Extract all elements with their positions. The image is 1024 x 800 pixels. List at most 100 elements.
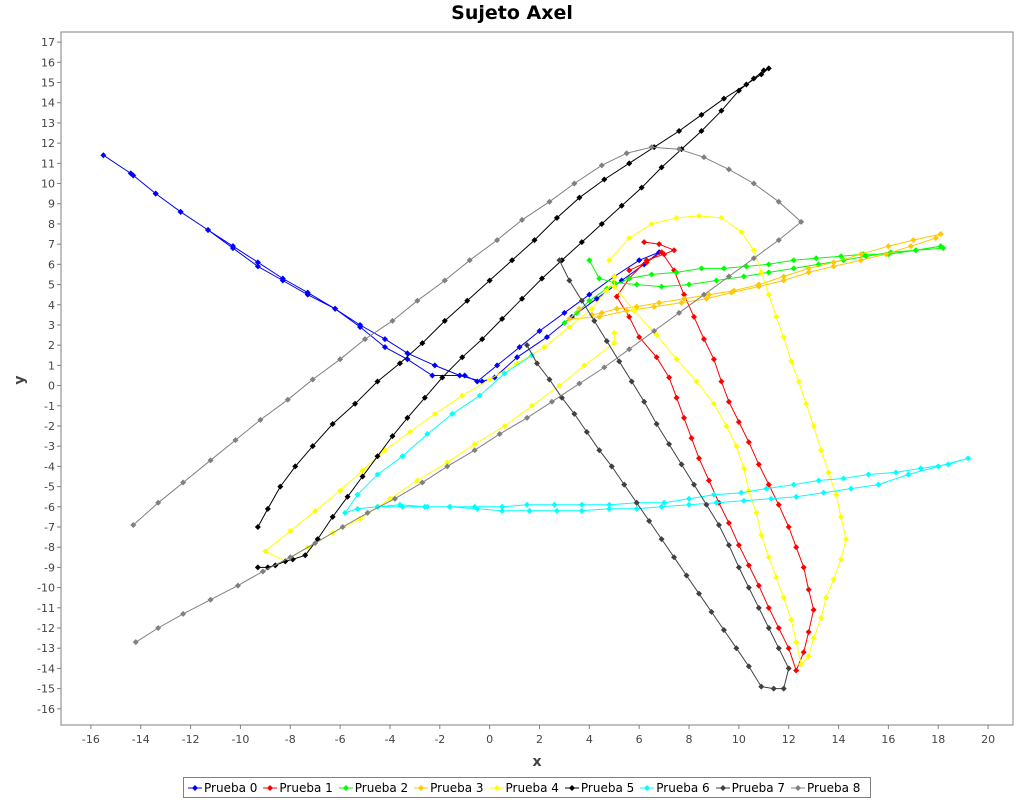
data-point	[738, 229, 745, 236]
data-point	[424, 431, 431, 438]
data-point	[658, 503, 665, 510]
data-point	[710, 356, 717, 363]
data-point	[648, 271, 655, 278]
data-point	[596, 275, 603, 282]
data-point	[830, 576, 837, 583]
x-axis-title: x	[532, 754, 541, 770]
data-point	[780, 277, 787, 284]
data-point	[681, 291, 688, 298]
chart-title: Sujeto Axel	[451, 2, 573, 24]
data-point	[561, 319, 568, 326]
data-point	[621, 481, 628, 488]
data-point	[631, 307, 638, 314]
y-tick-label: -8	[44, 541, 55, 554]
data-point	[633, 303, 640, 310]
data-point	[945, 461, 952, 468]
y-tick-label: 5	[48, 279, 55, 292]
data-point	[374, 453, 381, 460]
data-point	[578, 501, 585, 508]
y-tick-label: 17	[41, 36, 55, 49]
data-point	[132, 639, 139, 646]
data-point	[793, 667, 800, 674]
data-point	[671, 554, 678, 561]
data-point	[755, 582, 762, 589]
data-point	[598, 309, 605, 316]
data-point	[700, 336, 707, 343]
legend-swatch	[414, 784, 429, 791]
data-point	[404, 414, 411, 421]
data-point	[673, 394, 680, 401]
legend-label: Prueba 1	[279, 780, 333, 795]
data-point	[733, 443, 740, 450]
y-tick-label: 11	[41, 157, 55, 170]
data-point	[234, 582, 241, 589]
data-point	[152, 190, 159, 197]
data-point	[444, 463, 451, 470]
y-tick-label: -7	[44, 521, 55, 534]
data-point	[755, 461, 762, 468]
y-tick-label: 13	[41, 117, 55, 130]
data-point	[524, 414, 531, 421]
data-point	[723, 422, 730, 429]
data-point	[588, 311, 595, 318]
data-point	[180, 479, 187, 486]
data-point	[755, 281, 762, 288]
series-3	[566, 231, 944, 322]
data-point	[573, 309, 580, 316]
data-point	[471, 447, 478, 454]
data-point	[352, 400, 359, 407]
data-point	[691, 313, 698, 320]
data-point	[302, 552, 309, 559]
data-point	[765, 554, 772, 561]
data-point	[805, 265, 812, 272]
data-point	[940, 245, 947, 252]
data-point	[753, 509, 760, 516]
legend-item: Prueba 6	[640, 781, 710, 795]
data-point	[790, 257, 797, 264]
data-point	[613, 293, 620, 300]
data-point	[396, 360, 403, 367]
data-point	[932, 235, 939, 242]
data-point	[429, 372, 436, 379]
data-point	[389, 317, 396, 324]
data-point	[414, 477, 421, 484]
data-point	[785, 665, 792, 672]
data-point	[374, 378, 381, 385]
data-point	[304, 289, 311, 296]
data-point	[444, 459, 451, 466]
data-point	[745, 439, 752, 446]
data-point	[651, 303, 658, 310]
data-point	[810, 606, 817, 613]
data-point	[673, 356, 680, 363]
data-point	[775, 237, 782, 244]
data-point	[800, 649, 807, 656]
data-point	[705, 291, 712, 298]
data-point	[793, 544, 800, 551]
y-tick-label: 9	[48, 198, 55, 211]
series-1	[613, 239, 817, 674]
data-point	[862, 253, 869, 260]
x-tick-label: -2	[434, 733, 445, 746]
data-point	[838, 253, 845, 260]
x-tick-label: 0	[486, 733, 493, 746]
data-point	[745, 584, 752, 591]
legend-swatch	[640, 784, 655, 791]
data-point	[718, 378, 725, 385]
data-point	[905, 471, 912, 478]
data-point	[718, 107, 725, 114]
data-point	[653, 420, 660, 427]
data-point	[155, 499, 162, 506]
data-point	[606, 501, 613, 508]
data-point	[686, 501, 693, 508]
data-point	[738, 489, 745, 496]
y-tick-label: 6	[48, 258, 55, 271]
data-point	[825, 469, 832, 476]
data-point	[586, 297, 593, 304]
data-point	[514, 354, 521, 361]
legend-swatch	[188, 784, 202, 791]
x-tick-label: -4	[384, 733, 395, 746]
data-point	[700, 154, 707, 161]
data-point	[391, 495, 398, 502]
y-tick-label: 2	[48, 339, 55, 352]
data-point	[476, 392, 483, 399]
